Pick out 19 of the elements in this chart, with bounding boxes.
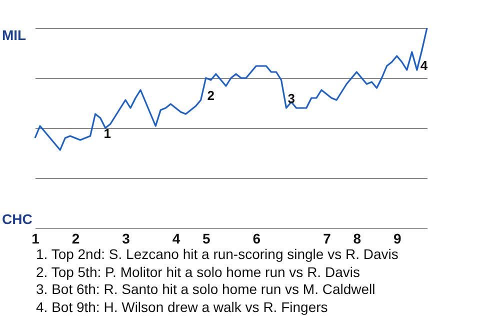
text: 4. Bot 9th: H. Wilson drew a walk vs R. Fingers	[36, 298, 329, 316]
text: 3. Bot 6th: R. Santo hit a solo home run vs M. Caldwell	[36, 281, 376, 298]
x-tick-label: 9	[393, 230, 402, 246]
annotation: 2	[207, 88, 215, 103]
x-tick-label: 1	[32, 230, 40, 246]
text: CHC	[2, 211, 32, 227]
text: 1. Top 2nd: S. Lezcano hit a run-scoring single vs R. Davis	[36, 246, 398, 264]
x-tick-label: 3	[122, 230, 130, 246]
annotation: 3	[288, 91, 295, 106]
text: 2. Top 5th: P. Molitor hit a solo home run vs R. Davis	[36, 264, 361, 281]
annotation: 1	[104, 126, 111, 141]
x-tick-label: 6	[252, 230, 261, 246]
text: MIL	[2, 27, 26, 43]
x-tick-label: 4	[172, 230, 180, 246]
x-tick-label: 2	[72, 230, 80, 246]
x-tick-label: 8	[353, 230, 362, 246]
annotation: 4	[420, 58, 428, 73]
x-tick-label: 5	[202, 230, 210, 246]
x-tick-label: 7	[323, 230, 332, 246]
